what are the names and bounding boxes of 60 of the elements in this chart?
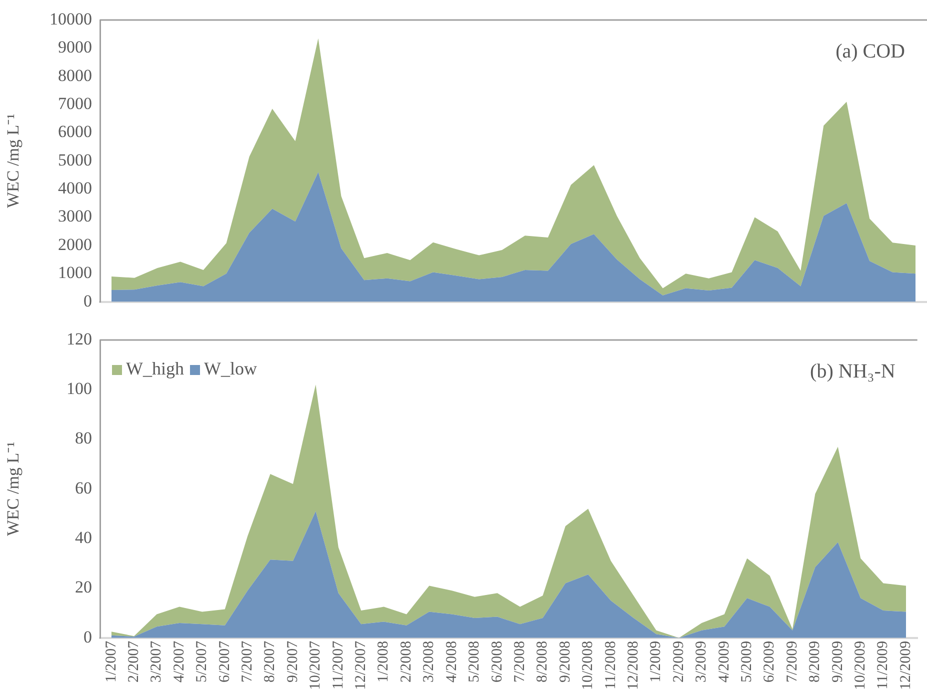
x-tick-label: 12/2007 (353, 640, 370, 690)
y-tick-label: 5000 (58, 150, 92, 170)
x-tick-label: 10/2009 (852, 640, 869, 690)
x-tick-label: 12/2009 (898, 640, 914, 690)
y-tick-label: 100 (66, 379, 92, 398)
x-tick-label: 10/2008 (580, 640, 596, 690)
y-tick-label: 0 (84, 627, 92, 646)
x-tick-label: 7/2009 (784, 640, 800, 683)
x-tick-label: 11/2009 (875, 640, 892, 690)
y-tick-label: 2000 (58, 234, 92, 254)
y-tick-label: 120 (66, 329, 92, 348)
x-tick-label: 1/2007 (103, 640, 120, 683)
legend-label: W_high (126, 358, 184, 379)
x-tick-label: 6/2008 (489, 640, 506, 683)
x-tick-label: 4/2007 (171, 640, 188, 683)
annotation: (b) NH₃-N (810, 360, 896, 382)
x-tick-label: 7/2007 (240, 640, 256, 683)
x-tick-label: 9/2008 (557, 640, 574, 683)
x-tick-label: 5/2007 (194, 640, 210, 683)
legend-label: W_low (204, 358, 257, 379)
x-tick-label: 8/2009 (807, 640, 824, 683)
y-tick-label: 6000 (58, 122, 92, 142)
y-tick-label: 1000 (58, 263, 92, 282)
x-tick-label: 2/2008 (398, 640, 414, 683)
y-tick-label: 40 (75, 528, 92, 548)
x-tick-label: 8/2008 (534, 640, 551, 683)
x-tick-label: 9/2009 (830, 640, 846, 683)
x-tick-label: 6/2007 (216, 640, 233, 683)
x-tick-label: 3/2009 (694, 640, 710, 683)
y-axis-title: WEC /mg L⁻¹ (4, 114, 23, 208)
x-tick-label: 2/2007 (126, 640, 142, 683)
y-tick-label: 80 (75, 428, 92, 448)
y-tick-label: 7000 (58, 94, 92, 114)
y-axis-title: WEC /mg L⁻¹ (4, 442, 23, 536)
x-tick-label: 1/2009 (648, 640, 664, 683)
y-tick-label: 9000 (58, 38, 92, 57)
x-tick-label: 9/2007 (284, 640, 301, 683)
y-tick-label: 10000 (50, 9, 92, 28)
y-tick-label: 4000 (58, 178, 92, 198)
y-tick-label: 60 (75, 478, 92, 498)
x-tick-label: 2/2009 (670, 640, 687, 683)
x-tick-label: 4/2008 (444, 640, 460, 683)
x-tick-label: 4/2009 (716, 640, 732, 683)
x-tick-label: 3/2008 (421, 640, 438, 683)
x-tick-label: 12/2008 (625, 640, 642, 690)
x-tick-label: 5/2009 (739, 640, 756, 683)
y-tick-label: 20 (75, 578, 92, 597)
x-tick-label: 8/2007 (262, 640, 278, 683)
x-tick-label: 11/2007 (330, 640, 346, 690)
x-tick-label: 11/2008 (602, 640, 619, 690)
x-tick-label: 5/2008 (466, 640, 483, 683)
x-tick-label: 6/2009 (762, 640, 778, 683)
x-tick-label: 3/2007 (148, 640, 165, 683)
x-tick-label: 1/2008 (376, 640, 392, 683)
y-tick-label: 3000 (58, 206, 92, 226)
x-tick-label: 7/2008 (512, 640, 528, 683)
y-tick-label: 8000 (58, 66, 92, 85)
x-tick-label: 10/2007 (308, 640, 324, 690)
annotation: (a) COD (836, 40, 905, 62)
y-tick-label: 0 (84, 291, 92, 310)
